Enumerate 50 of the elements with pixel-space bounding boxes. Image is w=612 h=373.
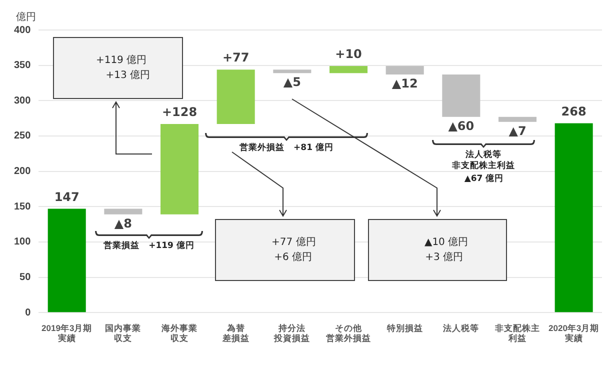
data-label: ▲8: [114, 216, 132, 231]
annotation: ▲67 億円: [464, 174, 504, 185]
y-tick-label: 50: [20, 272, 32, 284]
data-label: +128: [162, 105, 198, 120]
annotation: 営業損益 +119 億円: [104, 241, 194, 252]
y-tick-label: 400: [14, 24, 32, 36]
bar: [442, 74, 480, 117]
x-tick-label: 2019年3月期実績: [42, 323, 92, 344]
data-label: 268: [561, 104, 586, 118]
bar: [386, 66, 424, 75]
bar: [554, 123, 593, 312]
x-tick-label: 為替差損益: [221, 323, 250, 344]
x-tick-label: 法人税等: [442, 323, 480, 334]
data-label: ▲60: [448, 119, 474, 134]
annotation: +3 億円: [425, 252, 463, 264]
data-label: +10: [335, 47, 362, 62]
data-label: ▲12: [392, 76, 418, 91]
annotation: +13 億円: [106, 70, 150, 82]
bar: [48, 208, 86, 312]
x-tick-label: 国内事業収支: [105, 323, 142, 344]
annotation: +77 億円: [272, 237, 316, 249]
y-axis-title: 億円: [16, 10, 36, 24]
bar: [329, 66, 368, 74]
x-tick-label: その他営業外損益: [326, 323, 372, 344]
x-tick-label: 非支配株主利益: [494, 323, 540, 344]
bar: [104, 208, 142, 214]
annotation: +6 億円: [274, 252, 312, 264]
annotation: 法人税等非支配株主利益: [452, 150, 515, 172]
y-tick-label: 300: [14, 95, 32, 106]
annotation: ▲10 億円: [424, 237, 468, 249]
y-tick-label: 250: [14, 130, 32, 142]
y-tick-label: 150: [14, 201, 32, 212]
data-label: 147: [54, 190, 80, 204]
x-tick-label: 特別損益: [386, 323, 423, 334]
data-label: +77: [222, 50, 250, 65]
y-tick-label: 0: [25, 307, 32, 318]
bar: [498, 116, 537, 122]
bar: [216, 70, 255, 124]
x-tick-label: 海外事業収支: [160, 323, 198, 344]
x-tick-label: 持分法投資損益: [273, 323, 310, 344]
data-label: ▲7: [508, 124, 526, 138]
y-tick-label: 350: [14, 60, 32, 72]
data-label: ▲5: [283, 75, 301, 90]
annotation: +119 億円: [96, 55, 147, 67]
y-tick-label: 100: [14, 236, 32, 248]
bar: [160, 124, 199, 214]
x-tick-label: 2020年3月期実績: [548, 323, 600, 344]
y-tick-label: 200: [14, 166, 32, 178]
annotation: 営業外損益 +81 億円: [240, 143, 334, 154]
bar: [273, 70, 312, 74]
